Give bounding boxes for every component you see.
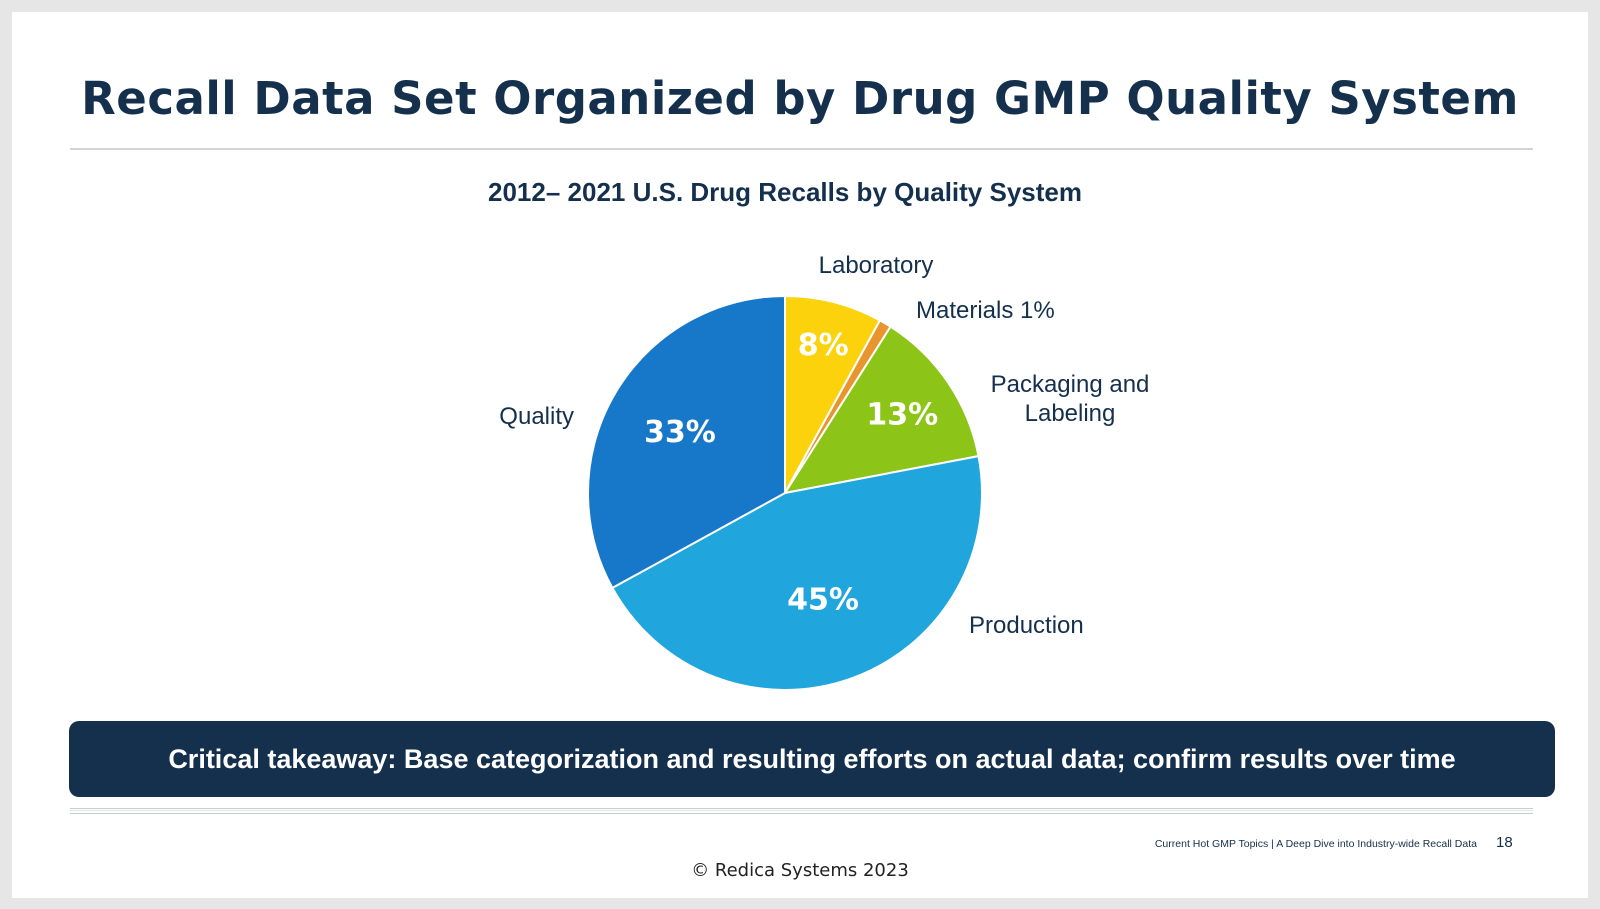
title-divider — [70, 148, 1533, 150]
category-label-packaging-and-labeling: Packaging and Labeling — [991, 371, 1150, 427]
pie-labels: 8% Laboratory Materials 1% 13% Packaging and… — [499, 252, 1149, 639]
category-label-production: Production — [969, 612, 1084, 639]
value-label-quality: 33% — [644, 415, 716, 450]
category-label-materials: Materials 1% — [916, 297, 1055, 324]
category-label-laboratory: Laboratory — [819, 252, 934, 279]
takeaway-banner: Critical takeaway: Base categorization a… — [69, 721, 1555, 797]
slide: Recall Data Set Organized by Drug GMP Qu… — [12, 12, 1588, 898]
pie-chart: 2012– 2021 U.S. Drug Recalls by Quality … — [12, 12, 1588, 732]
pie-slice-packaging-and-labeling — [784, 325, 980, 494]
copyright-text: © Redica Systems 2023 — [691, 860, 909, 881]
pie-slice-production — [611, 455, 983, 691]
pie-slices — [587, 295, 983, 691]
pie-chart-svg: 2012– 2021 U.S. Drug Recalls by Quality … — [488, 177, 1149, 691]
value-label-production: 45% — [787, 583, 859, 618]
footer-divider — [70, 808, 1533, 814]
value-label-laboratory: 8% — [798, 328, 849, 363]
footer-text: Current Hot GMP Topics | A Deep Dive int… — [1154, 838, 1477, 850]
category-label-quality: Quality — [499, 403, 574, 430]
value-label-packaging-and-labeling: 13% — [866, 397, 938, 432]
pie-slice-laboratory — [784, 295, 881, 494]
slide-title: Recall Data Set Organized by Drug GMP Qu… — [81, 72, 1519, 125]
pie-slice-quality — [587, 295, 786, 589]
chart-title: 2012– 2021 U.S. Drug Recalls by Quality … — [488, 177, 1082, 207]
page-number: 18 — [1496, 834, 1513, 851]
